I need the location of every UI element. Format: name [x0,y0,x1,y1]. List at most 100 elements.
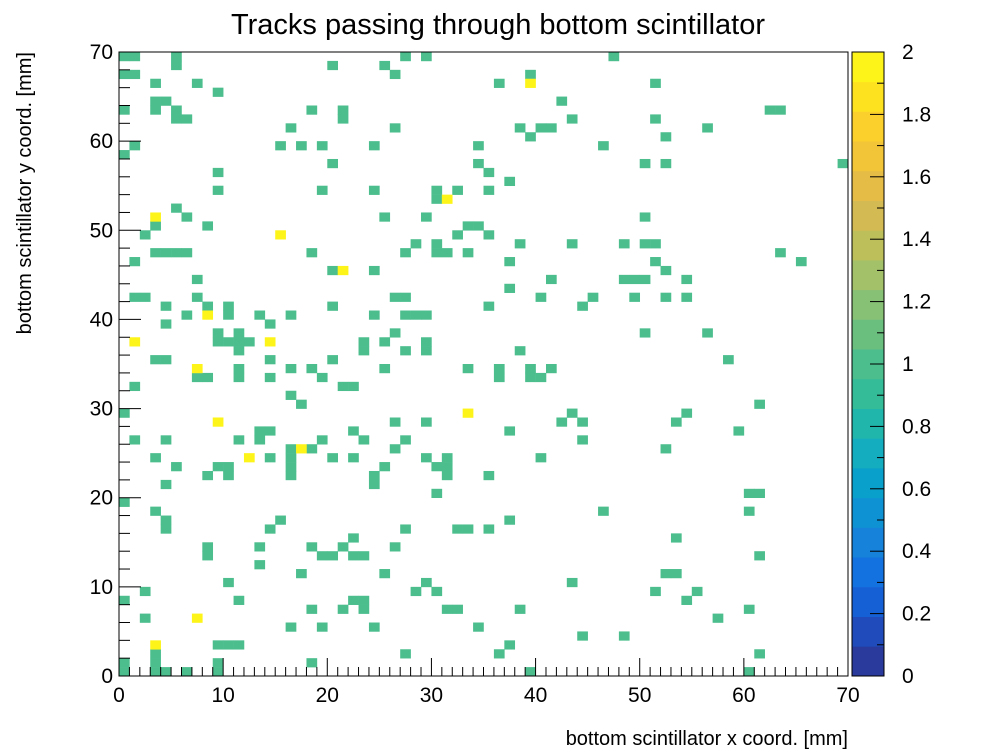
heatmap-cell-count-1 [181,212,193,222]
heatmap-cell-count-1 [629,292,641,302]
heatmap-cell-count-1 [119,408,130,418]
heatmap-cell-count-1 [358,337,370,347]
color-scale-segment [852,170,884,201]
heatmap-cell-count-1 [264,355,276,365]
heatmap-cell-count-1 [160,301,172,311]
heatmap-cell-count-1 [452,604,463,614]
heatmap-cell-count-1 [535,453,547,463]
heatmap-cell-count-1 [212,658,224,668]
heatmap-cell-count-1 [264,426,276,436]
heatmap-cell-count-1 [452,185,463,195]
y-tick-label: 60 [90,130,113,153]
heatmap-cell-count-1 [525,364,536,374]
x-tick-label: 50 [628,684,651,707]
heatmap-cell-count-1 [566,577,578,588]
heatmap-cell-count-1 [400,292,411,302]
heatmap-cell-count-1 [691,586,703,597]
heatmap-cell-count-1 [431,462,443,472]
color-scale-tick-label: 1.4 [902,228,932,251]
heatmap-cell-count-1 [483,230,495,240]
heatmap-cell-count-1 [650,78,661,88]
heatmap-cell-count-1 [119,667,130,677]
heatmap-cell-count-1 [296,399,307,409]
heatmap-cell-count-2 [150,212,161,222]
heatmap-cell-count-1 [348,381,359,392]
heatmap-cell-count-1 [660,158,672,169]
heatmap-cell-count-1 [681,408,693,418]
heatmap-cell-count-1 [400,435,411,445]
heatmap-cell-count-1 [389,292,401,302]
heatmap-cell-count-1 [150,96,161,106]
heatmap-cell-count-1 [421,52,432,62]
heatmap-cell-count-1 [525,372,536,383]
heatmap-cell-count-1 [285,390,297,400]
heatmap-cell-count-1 [587,292,599,302]
heatmap-cell-count-1 [223,337,234,347]
heatmap-cell-count-1 [150,506,161,516]
heatmap-cell-count-1 [504,515,516,525]
y-tick-label: 70 [90,41,113,64]
heatmap-cell-count-1 [379,364,391,374]
heatmap-cell-count-2 [275,230,286,240]
heatmap-cell-count-2 [191,364,203,374]
heatmap-cell-count-1 [754,649,765,659]
heatmap-cell-count-1 [181,248,193,258]
chart-title: Tracks passing through bottom scintillat… [231,9,765,41]
heatmap-cell-count-1 [129,52,141,62]
heatmap-cell-count-1 [483,524,495,534]
heatmap-cell-count-2 [129,337,141,347]
heatmap-cell-count-1 [150,667,161,677]
heatmap-cell-count-1 [212,87,224,97]
heatmap-cell-count-1 [327,265,338,276]
heatmap-cell-count-1 [160,524,172,534]
heatmap-cell-count-1 [754,399,765,409]
heatmap-cell-count-1 [171,60,182,71]
heatmap-cell-count-1 [171,105,182,115]
color-scale-segment [852,616,884,647]
heatmap-cell-count-1 [629,274,641,285]
heatmap-cell-count-2 [212,417,224,427]
y-tick-label: 10 [90,576,113,599]
heatmap-cell-count-1 [119,658,130,668]
heatmap-cell-count-1 [379,212,391,222]
heatmap-cell-count-1 [650,114,661,124]
heatmap-cell-count-1 [171,203,182,213]
heatmap-cell-count-1 [254,542,266,552]
heatmap-cell-count-1 [139,613,151,623]
heatmap-cell-count-1 [379,569,391,579]
heatmap-cell-count-1 [462,221,474,231]
heatmap-cell-count-1 [368,141,380,151]
y-tick-label: 20 [90,487,113,510]
heatmap-cell-count-2 [264,337,276,347]
heatmap-cell-count-1 [670,533,682,543]
x-axis-label: bottom scintillator x coord. [mm] [566,728,848,750]
heatmap-cell-count-1 [650,257,661,267]
heatmap-cell-count-1 [160,96,172,106]
color-scale-tick-label: 1.8 [902,103,931,126]
color-scale-tick-label: 0.6 [902,478,931,501]
heatmap-cell-count-1 [139,230,151,240]
heatmap-cell-count-1 [483,167,495,178]
heatmap-cell-count-1 [327,158,338,169]
heatmap-cell-count-1 [566,239,578,249]
heatmap-cell-count-1 [389,444,401,454]
heatmap-cell-count-1 [171,52,182,62]
color-scale-segment [852,289,884,320]
heatmap-cell-count-1 [306,364,318,374]
heatmap-cell-count-1 [473,141,484,151]
heatmap-cell-count-1 [264,453,276,463]
heatmap-cell-count-1 [202,372,214,383]
heatmap-cell-count-1 [139,292,151,302]
color-scale-segment [852,497,884,528]
heatmap-cell-count-1 [389,328,401,338]
heatmap-cell-count-1 [639,274,651,285]
heatmap-cell-count-1 [421,577,432,588]
heatmap-cell-count-1 [212,328,224,338]
heatmap-cell-count-1 [431,185,443,195]
heatmap-cell-count-1 [119,150,130,160]
heatmap-cell-count-1 [254,560,266,570]
heatmap-cell-count-1 [243,337,255,347]
heatmap-cell-count-1 [618,631,630,641]
y-tick-label: 40 [90,308,113,331]
heatmap-cell-count-1 [119,497,130,507]
